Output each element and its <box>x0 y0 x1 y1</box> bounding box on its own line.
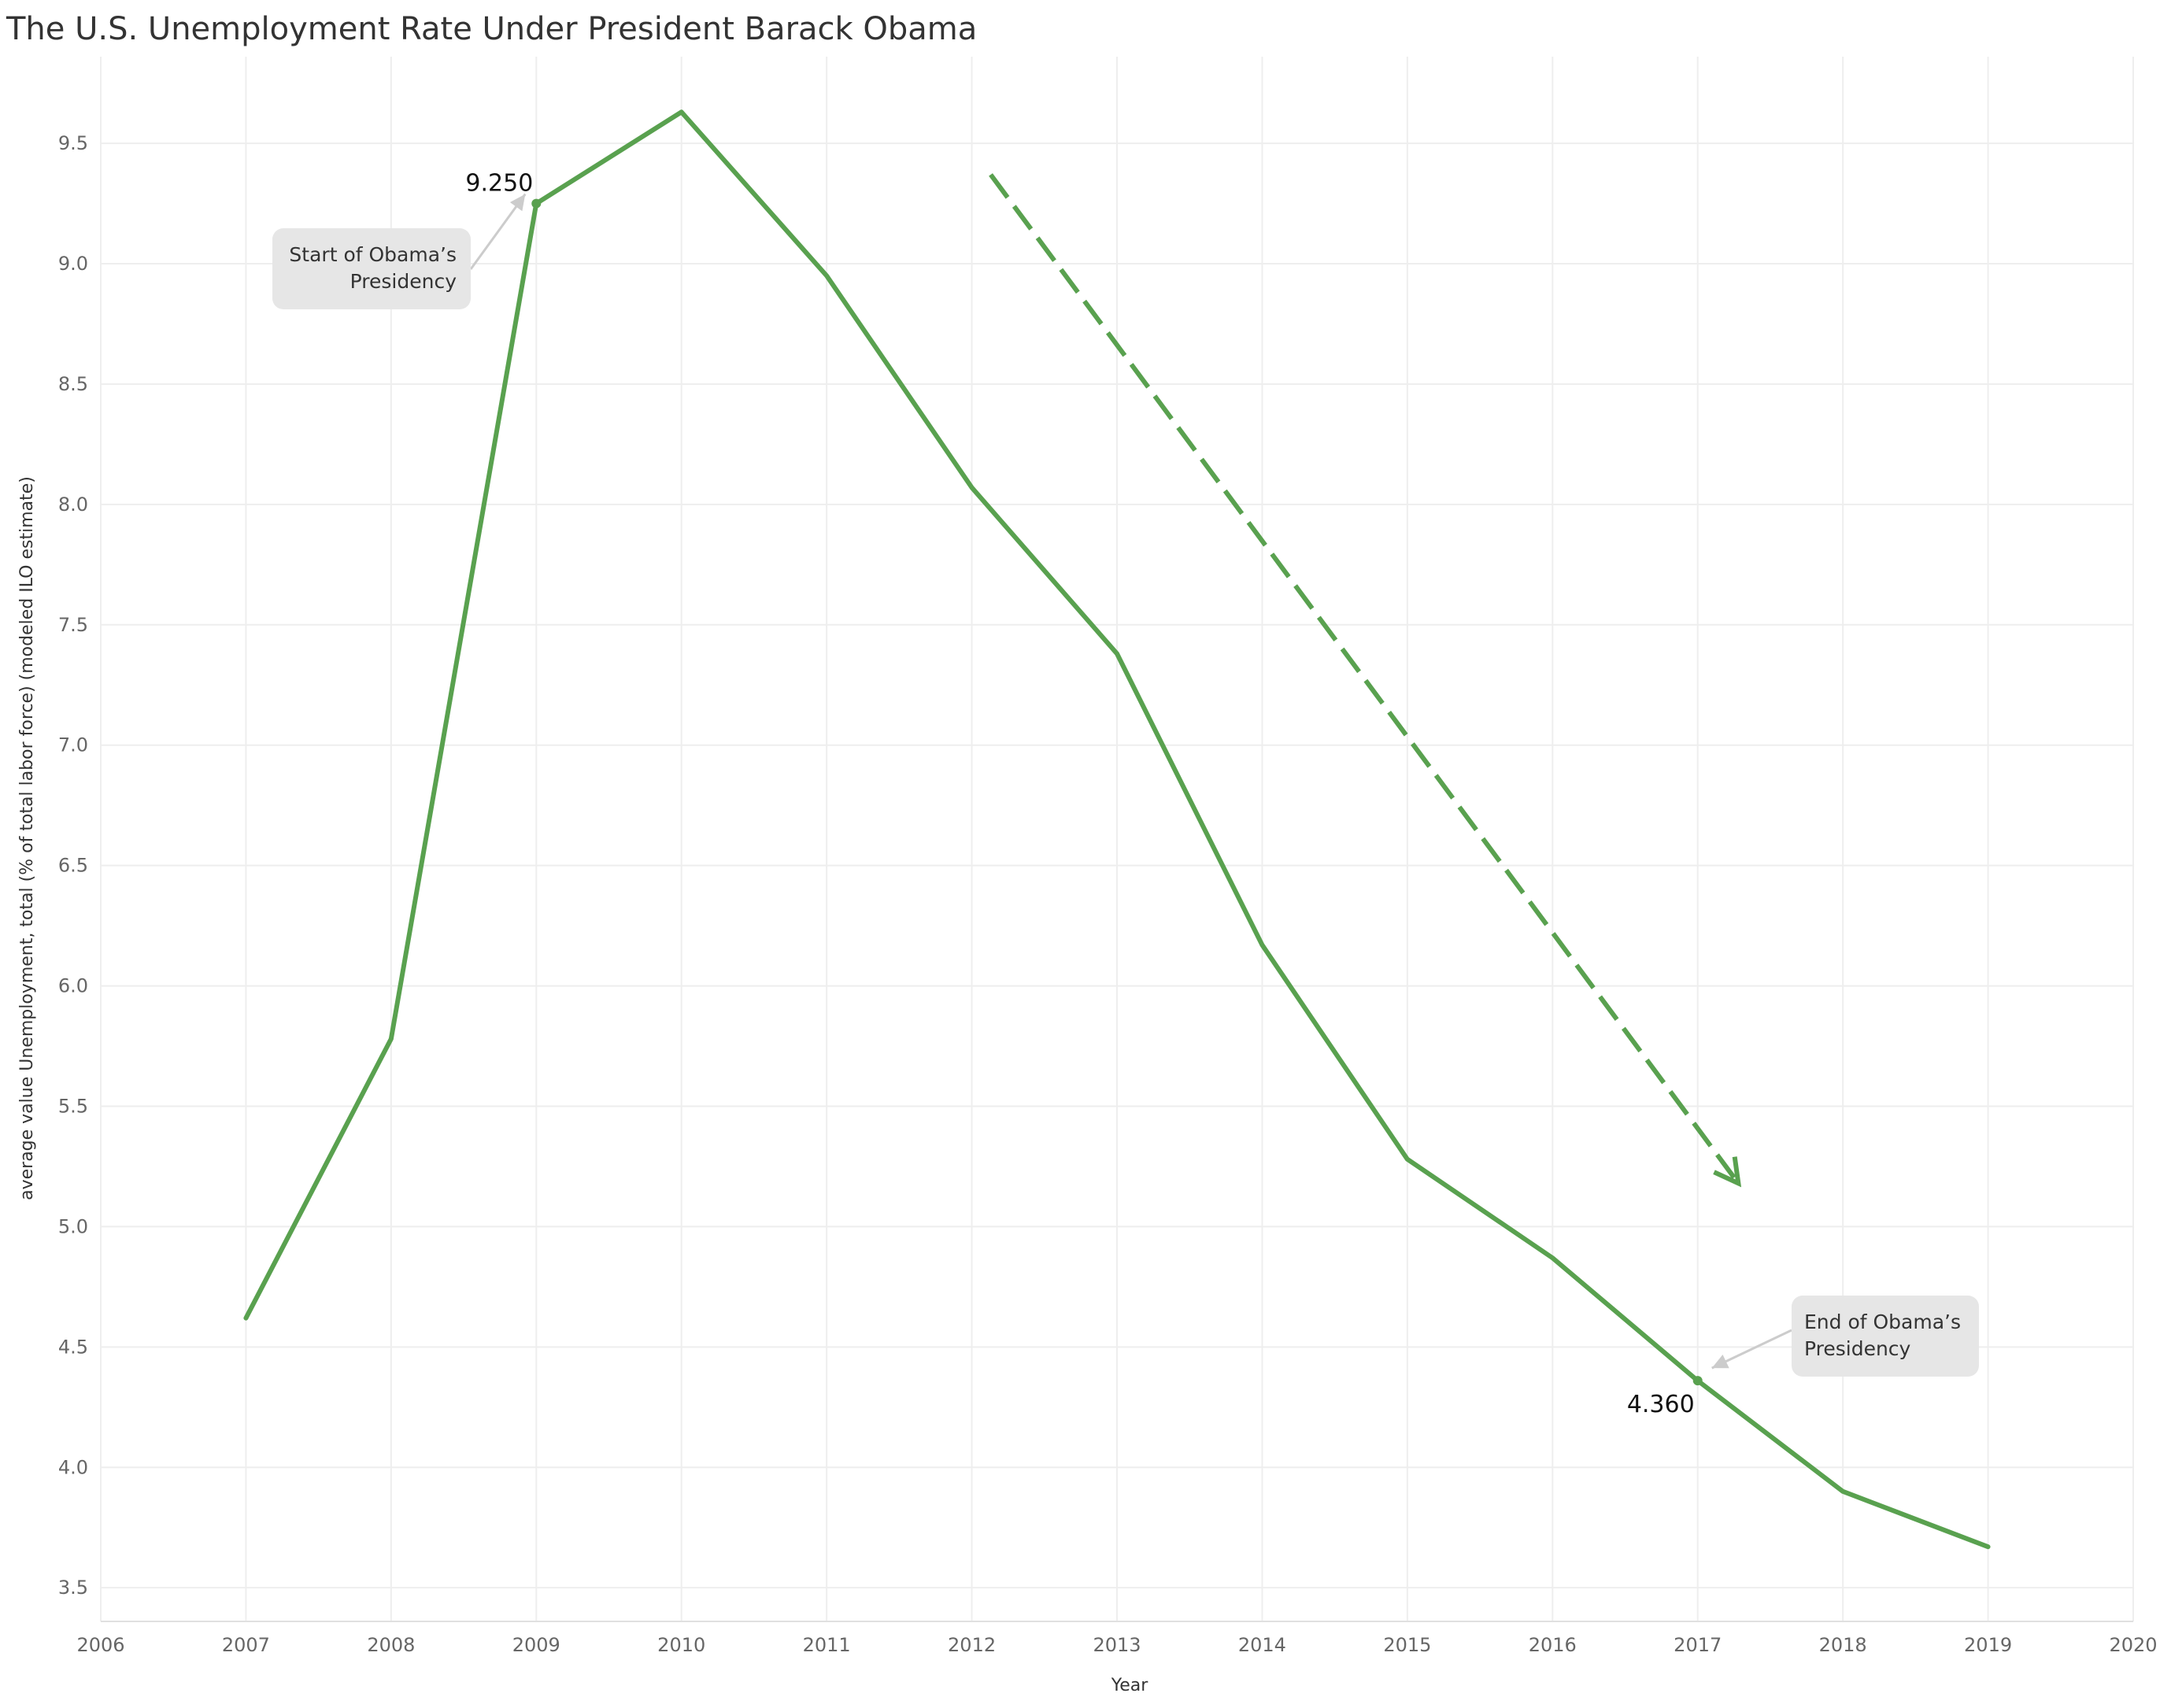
data-label: 4.360 <box>1627 1391 1695 1418</box>
y-tick-label: 9.0 <box>58 253 88 275</box>
callout-box <box>272 228 471 309</box>
callout-arrow-head <box>509 194 526 212</box>
point-labels: 9.250 4.360 <box>465 170 1703 1418</box>
y-axis-ticks: 3.5 4.0 4.5 5.0 5.5 6.0 6.5 7.0 7.5 8.0 8.5 9.0 9.5 <box>58 132 88 1599</box>
data-point <box>531 198 542 209</box>
callout-text: Presidency <box>1804 1337 1911 1360</box>
x-tick-label: 2009 <box>512 1634 560 1656</box>
x-axis-title: Year <box>1111 1676 1149 1695</box>
y-tick-label: 4.5 <box>58 1336 88 1358</box>
y-tick-label: 5.5 <box>58 1095 88 1117</box>
callout-text: Start of Obama’s <box>289 243 457 266</box>
x-tick-label: 2016 <box>1529 1634 1577 1656</box>
x-tick-label: 2018 <box>1819 1634 1867 1656</box>
gridlines <box>100 57 2134 1621</box>
callouts: Start of Obama’s Presidency End of Obama’s… <box>272 193 1979 1377</box>
x-tick-label: 2007 <box>222 1634 270 1656</box>
y-tick-label: 8.5 <box>58 373 88 395</box>
x-tick-label: 2017 <box>1674 1634 1722 1656</box>
x-tick-label: 2011 <box>803 1634 851 1656</box>
y-tick-label: 9.5 <box>58 132 88 154</box>
y-tick-label: 4.0 <box>58 1456 88 1478</box>
y-tick-label: 3.5 <box>58 1577 88 1599</box>
chart-title: The U.S. Unemployment Rate Under Preside… <box>6 11 978 47</box>
x-tick-label: 2015 <box>1383 1634 1431 1656</box>
y-tick-label: 8.0 <box>58 494 88 516</box>
data-label: 9.250 <box>465 170 533 198</box>
y-axis-title: average value Unemployment, total (% of … <box>17 476 37 1200</box>
y-tick-label: 5.0 <box>58 1215 88 1237</box>
x-axis-ticks: 2006 2007 2008 2009 2010 2011 2012 2013 2014 2015… <box>76 1634 2157 1656</box>
x-tick-label: 2006 <box>76 1634 124 1656</box>
y-tick-label: 7.5 <box>58 614 88 636</box>
y-tick-label: 6.5 <box>58 855 88 877</box>
trend-arrow-shaft <box>989 173 1740 1185</box>
x-tick-label: 2008 <box>367 1634 415 1656</box>
x-tick-label: 2010 <box>657 1634 705 1656</box>
y-tick-label: 7.0 <box>58 734 88 756</box>
x-tick-label: 2012 <box>948 1634 996 1656</box>
trend-arrow-head <box>1713 1156 1742 1188</box>
callout-text: End of Obama’s <box>1804 1311 1961 1333</box>
callout-arrow-head <box>1711 1355 1729 1369</box>
x-tick-label: 2020 <box>2109 1634 2157 1656</box>
x-tick-label: 2013 <box>1093 1634 1141 1656</box>
trend-arrow <box>989 173 1742 1188</box>
callout-box <box>1792 1296 1979 1377</box>
data-point <box>1692 1376 1703 1386</box>
y-tick-label: 6.0 <box>58 975 88 997</box>
callout-text: Presidency <box>350 270 457 293</box>
x-tick-label: 2019 <box>1964 1634 2012 1656</box>
x-tick-label: 2014 <box>1238 1634 1286 1656</box>
